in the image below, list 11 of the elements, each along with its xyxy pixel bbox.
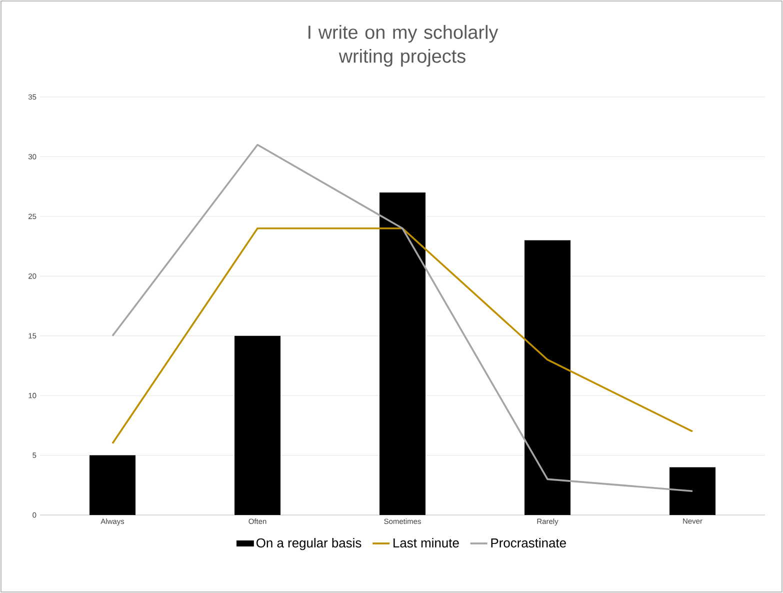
- line-series: [112, 227, 694, 444]
- legend-label: Last minute: [394, 538, 459, 548]
- legend-label: On a regular basis: [256, 538, 362, 550]
- legend-label: Procrastinate: [491, 538, 566, 548]
- bar: [234, 336, 280, 515]
- chart-title: I write on my scholarly writing projects: [308, 25, 498, 67]
- bar: [380, 192, 426, 515]
- bar: [524, 240, 571, 515]
- line-series: [112, 144, 694, 492]
- bar: [670, 467, 716, 515]
- bar: [90, 455, 136, 515]
